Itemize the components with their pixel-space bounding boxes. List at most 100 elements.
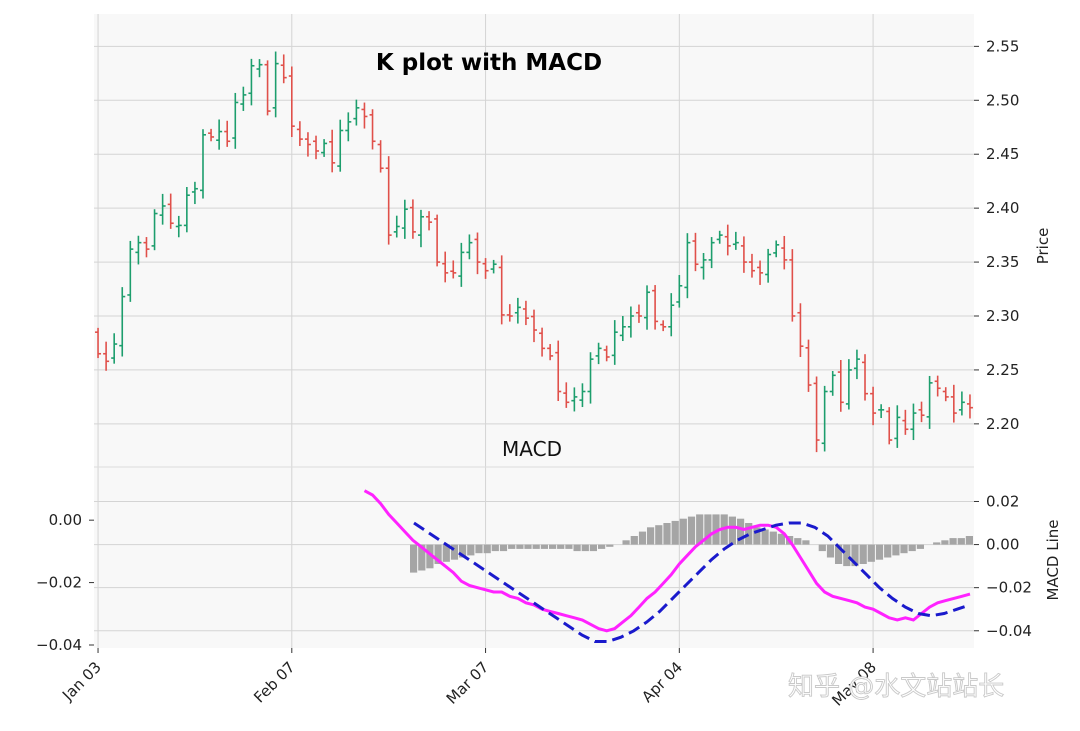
macd-line <box>363 489 971 633</box>
candle <box>474 232 481 275</box>
candle <box>732 231 739 250</box>
histogram-bar <box>745 523 753 545</box>
candle <box>256 59 263 78</box>
candle <box>377 140 384 173</box>
histogram-bar <box>475 544 483 554</box>
x-tick-label: Apr 04 <box>638 658 686 706</box>
macd-right-tick-label: 0.02 <box>986 492 1019 510</box>
candle <box>708 237 715 269</box>
candle <box>757 260 764 285</box>
price-tick-label: 2.20 <box>986 415 1019 433</box>
candle <box>183 187 190 233</box>
histogram-bar <box>728 516 736 545</box>
candle <box>676 275 683 308</box>
candle <box>288 66 295 137</box>
histogram-bar <box>802 540 810 545</box>
candle <box>853 349 860 380</box>
candle <box>119 287 126 357</box>
candle <box>918 401 925 423</box>
candle <box>264 60 271 116</box>
histogram-bar <box>769 531 777 545</box>
histogram-bar <box>655 525 663 545</box>
candle <box>167 193 174 229</box>
price-tick-label: 2.40 <box>986 199 1019 217</box>
candle <box>240 86 247 111</box>
candle <box>426 211 433 231</box>
candle <box>313 135 320 160</box>
histogram-bar <box>491 544 499 552</box>
signal-line <box>413 521 971 643</box>
candle <box>385 156 392 245</box>
price-tick-label: 2.45 <box>986 145 1019 163</box>
candle <box>773 240 780 258</box>
candle <box>700 253 707 280</box>
price-axis-label: Price <box>1034 228 1052 265</box>
histogram-bar <box>410 544 418 573</box>
price-panel-background <box>94 14 974 467</box>
candle <box>296 121 303 147</box>
candle <box>555 340 562 401</box>
histogram-bar <box>794 538 802 545</box>
candle <box>740 236 747 273</box>
macd-right-tick-label: −0.04 <box>986 622 1032 640</box>
candle <box>603 345 610 362</box>
histogram-bar <box>892 544 900 556</box>
candle <box>280 54 287 84</box>
x-tick-label: Feb 07 <box>250 658 298 706</box>
histogram-bar <box>933 542 941 545</box>
candle <box>135 235 142 265</box>
candle <box>587 352 594 404</box>
histogram-bar <box>941 540 949 545</box>
x-tick-label: Mar 07 <box>443 658 493 708</box>
candle <box>482 258 489 279</box>
candle <box>958 391 965 416</box>
candle <box>797 303 804 357</box>
candle <box>862 354 869 401</box>
price-tick-label: 2.55 <box>986 37 1019 55</box>
histogram-bar <box>459 544 467 558</box>
candle <box>886 407 893 445</box>
histogram-bar <box>843 544 851 567</box>
macd-right-tick-label: −0.02 <box>986 579 1032 597</box>
histogram-bar <box>450 544 459 560</box>
candle <box>216 119 223 150</box>
macd-left-tick-label: −0.04 <box>36 636 82 654</box>
candle <box>563 382 570 408</box>
histogram-bar <box>949 538 957 545</box>
candle <box>127 240 134 302</box>
candle <box>498 255 505 325</box>
histogram-bar <box>761 529 769 545</box>
histogram-bar <box>524 544 532 549</box>
histogram-bar <box>647 527 655 545</box>
histogram-bar <box>483 544 491 554</box>
histogram-bar <box>426 544 434 569</box>
candle <box>813 376 820 453</box>
candle <box>514 297 521 324</box>
candle <box>926 375 933 429</box>
histogram-bar <box>589 544 597 552</box>
candle <box>369 109 376 150</box>
candle <box>684 233 691 299</box>
histogram-bar <box>859 544 867 564</box>
histogram-bar <box>434 544 442 564</box>
histogram-bar <box>573 544 581 552</box>
price-tick-label: 2.35 <box>986 253 1019 271</box>
histogram-bar <box>712 514 720 545</box>
candle <box>175 215 182 238</box>
candle <box>329 129 336 173</box>
candle <box>765 248 772 283</box>
candle <box>821 385 828 452</box>
macd-right-tick-label: 0.00 <box>986 536 1019 554</box>
candle <box>337 119 344 172</box>
candle <box>878 404 885 419</box>
candle <box>547 344 554 361</box>
candle <box>644 285 651 330</box>
candle <box>539 327 546 357</box>
candle <box>619 316 626 342</box>
candle <box>103 341 110 371</box>
candle <box>781 235 788 270</box>
candle <box>506 304 513 322</box>
histogram-bar <box>818 544 826 552</box>
macd-panel-title: MACD <box>502 437 562 461</box>
candle <box>668 293 675 337</box>
